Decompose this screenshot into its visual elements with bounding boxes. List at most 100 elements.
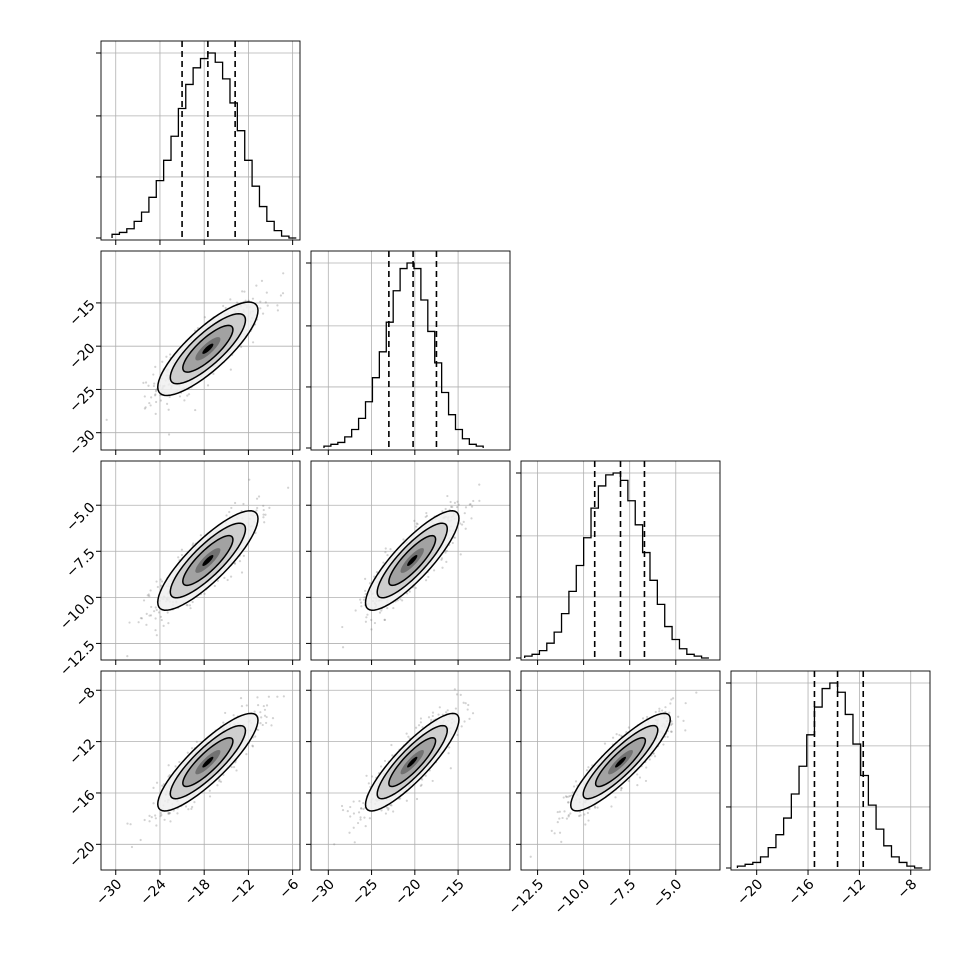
scatter-point bbox=[251, 744, 254, 747]
scatter-point bbox=[208, 795, 212, 798]
contour-line bbox=[182, 324, 234, 373]
scatter-point bbox=[260, 279, 264, 282]
scatter-point bbox=[421, 726, 424, 729]
scatter-point bbox=[154, 814, 157, 817]
scatter-point bbox=[470, 505, 474, 508]
scatter-point bbox=[615, 733, 618, 736]
scatter-point bbox=[593, 805, 596, 808]
scatter-point bbox=[586, 811, 590, 815]
contour-line bbox=[376, 522, 449, 599]
x-tick-label: −12.5 bbox=[506, 876, 548, 918]
scatter-point bbox=[424, 579, 428, 582]
scatter-point bbox=[478, 499, 481, 502]
density-core bbox=[407, 555, 418, 566]
scatter-point bbox=[467, 703, 470, 707]
scatter-point bbox=[614, 796, 617, 799]
scatter-point bbox=[262, 513, 265, 516]
scatter-point bbox=[256, 506, 259, 510]
scatter-point bbox=[620, 787, 623, 790]
scatter-point bbox=[146, 594, 149, 597]
scatter-point bbox=[177, 556, 180, 559]
scatter-point bbox=[143, 407, 146, 410]
scatter-point bbox=[670, 720, 673, 723]
scatter-point bbox=[471, 712, 475, 715]
scatter-point bbox=[558, 810, 561, 813]
y-tick-label: −8 bbox=[73, 685, 99, 711]
scatter-point bbox=[228, 510, 231, 514]
scatter-point bbox=[279, 294, 283, 297]
scatter-point bbox=[389, 803, 392, 807]
scatter-point bbox=[662, 743, 665, 746]
scatter-point bbox=[556, 810, 559, 814]
scatter-point bbox=[203, 592, 206, 595]
y-tick-label: −15 bbox=[66, 297, 98, 329]
scatter-point bbox=[567, 814, 570, 817]
scatter-point bbox=[459, 522, 462, 525]
scatter-point bbox=[253, 710, 256, 713]
scatter-point bbox=[213, 584, 216, 588]
scatter-point bbox=[390, 743, 393, 747]
scatter-point bbox=[188, 604, 192, 607]
scatter-point bbox=[245, 704, 248, 707]
x-tick-label: −25 bbox=[349, 876, 381, 908]
contour-line bbox=[169, 724, 247, 800]
scatter-point bbox=[263, 521, 266, 524]
x-tick-label: −24 bbox=[137, 876, 169, 908]
scatter-point bbox=[222, 721, 225, 724]
scatter-point bbox=[456, 733, 459, 737]
scatter-point bbox=[195, 740, 198, 743]
scatter-point bbox=[684, 729, 687, 732]
scatter-point bbox=[333, 843, 336, 846]
scatter-point bbox=[565, 817, 569, 820]
scatter-point bbox=[677, 715, 680, 718]
scatter-point bbox=[282, 272, 285, 275]
scatter-point bbox=[445, 549, 448, 553]
scatter-point bbox=[168, 395, 171, 398]
histogram-panel-1-1 bbox=[311, 251, 510, 450]
scatter-point bbox=[139, 838, 142, 842]
scatter-point bbox=[638, 776, 642, 779]
scatter-point bbox=[453, 536, 457, 539]
scatter-point bbox=[240, 345, 243, 348]
scatter-point bbox=[556, 821, 559, 824]
scatter-point bbox=[364, 577, 367, 580]
contour-line bbox=[569, 712, 672, 812]
scatter-point bbox=[453, 688, 456, 691]
scatter-point bbox=[154, 817, 157, 820]
scatter-point bbox=[380, 809, 383, 812]
scatter-point bbox=[365, 774, 368, 777]
scatter-point bbox=[155, 824, 158, 827]
contour-line bbox=[156, 712, 259, 812]
panel-frame bbox=[310, 250, 511, 451]
y-tick-label: −20 bbox=[66, 839, 98, 871]
scatter-point bbox=[470, 517, 473, 520]
scatter-point bbox=[587, 819, 590, 822]
scatter-panel-3-1 bbox=[311, 671, 510, 870]
scatter-point bbox=[415, 726, 418, 729]
scatter-point bbox=[154, 394, 157, 397]
scatter-point bbox=[446, 709, 449, 712]
y-tick-label: −30 bbox=[66, 427, 98, 459]
scatter-point bbox=[610, 805, 613, 808]
scatter-point bbox=[270, 724, 273, 727]
scatter-point bbox=[360, 605, 363, 608]
scatter-point bbox=[368, 817, 371, 820]
scatter-point bbox=[449, 500, 452, 504]
scatter-point bbox=[419, 784, 422, 787]
scatter-point bbox=[392, 810, 395, 813]
contour-line bbox=[169, 522, 247, 599]
scatter-point bbox=[466, 708, 469, 711]
scatter-point bbox=[139, 617, 143, 620]
histogram-panel-3-3 bbox=[731, 671, 930, 870]
scatter-point bbox=[560, 840, 563, 843]
panel-frame bbox=[730, 670, 931, 871]
scatter-point bbox=[364, 592, 367, 596]
scatter-point bbox=[174, 765, 177, 768]
scatter-point bbox=[159, 578, 162, 581]
scatter-point bbox=[451, 541, 454, 545]
scatter-point bbox=[567, 795, 570, 798]
scatter-point bbox=[152, 373, 155, 376]
scatter-point bbox=[348, 831, 351, 834]
scatter-point bbox=[161, 784, 164, 787]
scatter-point bbox=[154, 606, 157, 609]
